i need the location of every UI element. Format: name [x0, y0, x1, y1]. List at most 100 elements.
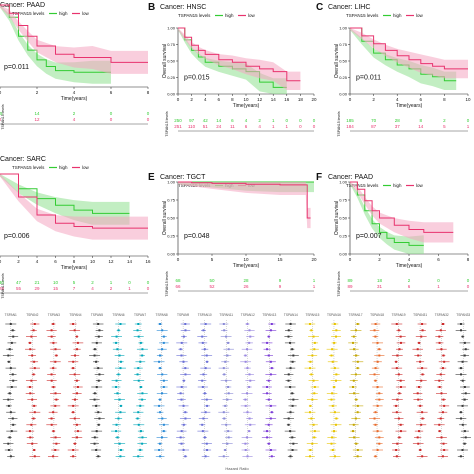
forest-point [52, 367, 55, 370]
forest-point [72, 360, 75, 363]
forest-point [224, 404, 227, 407]
risk-high-count: 5 [73, 280, 76, 285]
forest-point [180, 341, 183, 344]
forest-point [97, 411, 100, 414]
forest-point [97, 423, 100, 426]
forest-point [161, 348, 164, 351]
forest-point [399, 335, 402, 338]
forest-point [442, 323, 445, 325]
forest-point [398, 348, 401, 351]
forest-point [309, 449, 312, 451]
forest-point [352, 379, 355, 382]
forest-point [115, 341, 118, 344]
forest-point [33, 360, 36, 363]
x-tick-label: 8 [73, 259, 76, 264]
forest-point [161, 373, 164, 376]
forest-column-label: TSPAN13 [262, 313, 276, 317]
forest-point [7, 360, 10, 363]
forest-point [464, 392, 467, 395]
p-value: p=0.011 [356, 74, 381, 81]
forest-point [289, 411, 292, 414]
forest-point [354, 373, 357, 376]
forest-column-label: TSPAN16 [327, 313, 341, 317]
forest-point [464, 436, 467, 439]
forest-point [119, 449, 122, 451]
forest-point [93, 436, 96, 439]
forest-point [331, 360, 334, 363]
risk-table-label: TSPAN15 levels [1, 273, 5, 298]
forest-point [52, 411, 55, 414]
forest-point [459, 455, 462, 458]
risk-low-count: 6 [408, 284, 411, 289]
forest-point [184, 455, 187, 458]
forest-point [116, 436, 119, 439]
y-tick-label: 0.00 [167, 252, 176, 257]
forest-point [226, 354, 229, 357]
risk-table-label: TSPAN15 levels [165, 271, 169, 296]
x-axis-label: Time(years) [233, 103, 260, 109]
forest-point [270, 323, 273, 325]
x-tick-label: 8 [147, 90, 150, 95]
forest-point [73, 442, 76, 445]
forest-point [418, 386, 421, 388]
x-axis-label: Time(years) [396, 263, 423, 269]
forest-point [399, 423, 402, 426]
forest-point [287, 417, 290, 420]
forest-point [75, 379, 78, 382]
forest-point [72, 411, 75, 414]
risk-low-count: 14 [418, 124, 424, 129]
forest-point [162, 379, 165, 382]
forest-point [222, 455, 225, 458]
forest-point [440, 436, 443, 439]
forest-point [289, 341, 292, 344]
forest-point [463, 341, 466, 344]
forest-point [7, 354, 10, 357]
forest-point [139, 449, 142, 451]
forest-point [248, 386, 251, 388]
forest-point [460, 373, 463, 376]
forest-point [9, 367, 12, 370]
forest-point [119, 455, 122, 458]
x-tick-label: 4 [204, 97, 207, 102]
forest-point [311, 354, 314, 357]
risk-high-count: 28 [243, 278, 249, 283]
forest-point [158, 442, 161, 445]
forest-point [421, 455, 424, 458]
forest-column-label: TSPAN10 [198, 313, 212, 317]
forest-point [119, 323, 122, 325]
legend-label-low: low [248, 13, 256, 18]
forest-point [10, 341, 13, 344]
x-tick-label: 8 [231, 97, 234, 102]
forest-point [267, 398, 270, 401]
forest-point [356, 455, 359, 458]
forest-point [50, 379, 53, 382]
panel-title: Cancer: PAAD [0, 2, 45, 9]
forest-point [354, 329, 357, 332]
risk-high-count: 4 [245, 118, 248, 123]
forest-point [335, 335, 338, 338]
forest-point [463, 354, 466, 357]
forest-column-label: TSPAN32 [435, 313, 449, 317]
forest-point [313, 430, 316, 433]
forest-point [180, 430, 183, 433]
forest-point [162, 341, 165, 344]
forest-column-label: TSPAN5 [91, 313, 103, 317]
forest-point [417, 442, 420, 445]
forest-point [54, 360, 57, 363]
forest-point [374, 335, 377, 338]
forest-point [203, 348, 206, 351]
forest-point [29, 392, 32, 395]
forest-point [373, 329, 376, 332]
x-tick-label: 18 [298, 97, 304, 102]
forest-point [54, 392, 57, 395]
forest-point [443, 404, 446, 407]
legend-title: TSPAN15 levels [346, 13, 379, 18]
forest-point [352, 341, 355, 344]
risk-table-label: TSPAN15 levels [165, 111, 169, 136]
forest-point [333, 367, 336, 370]
forest-point [73, 373, 76, 376]
forest-point [162, 423, 165, 426]
forest-point [223, 329, 226, 332]
x-tick-label: 4 [396, 97, 399, 102]
forest-point [335, 373, 338, 376]
